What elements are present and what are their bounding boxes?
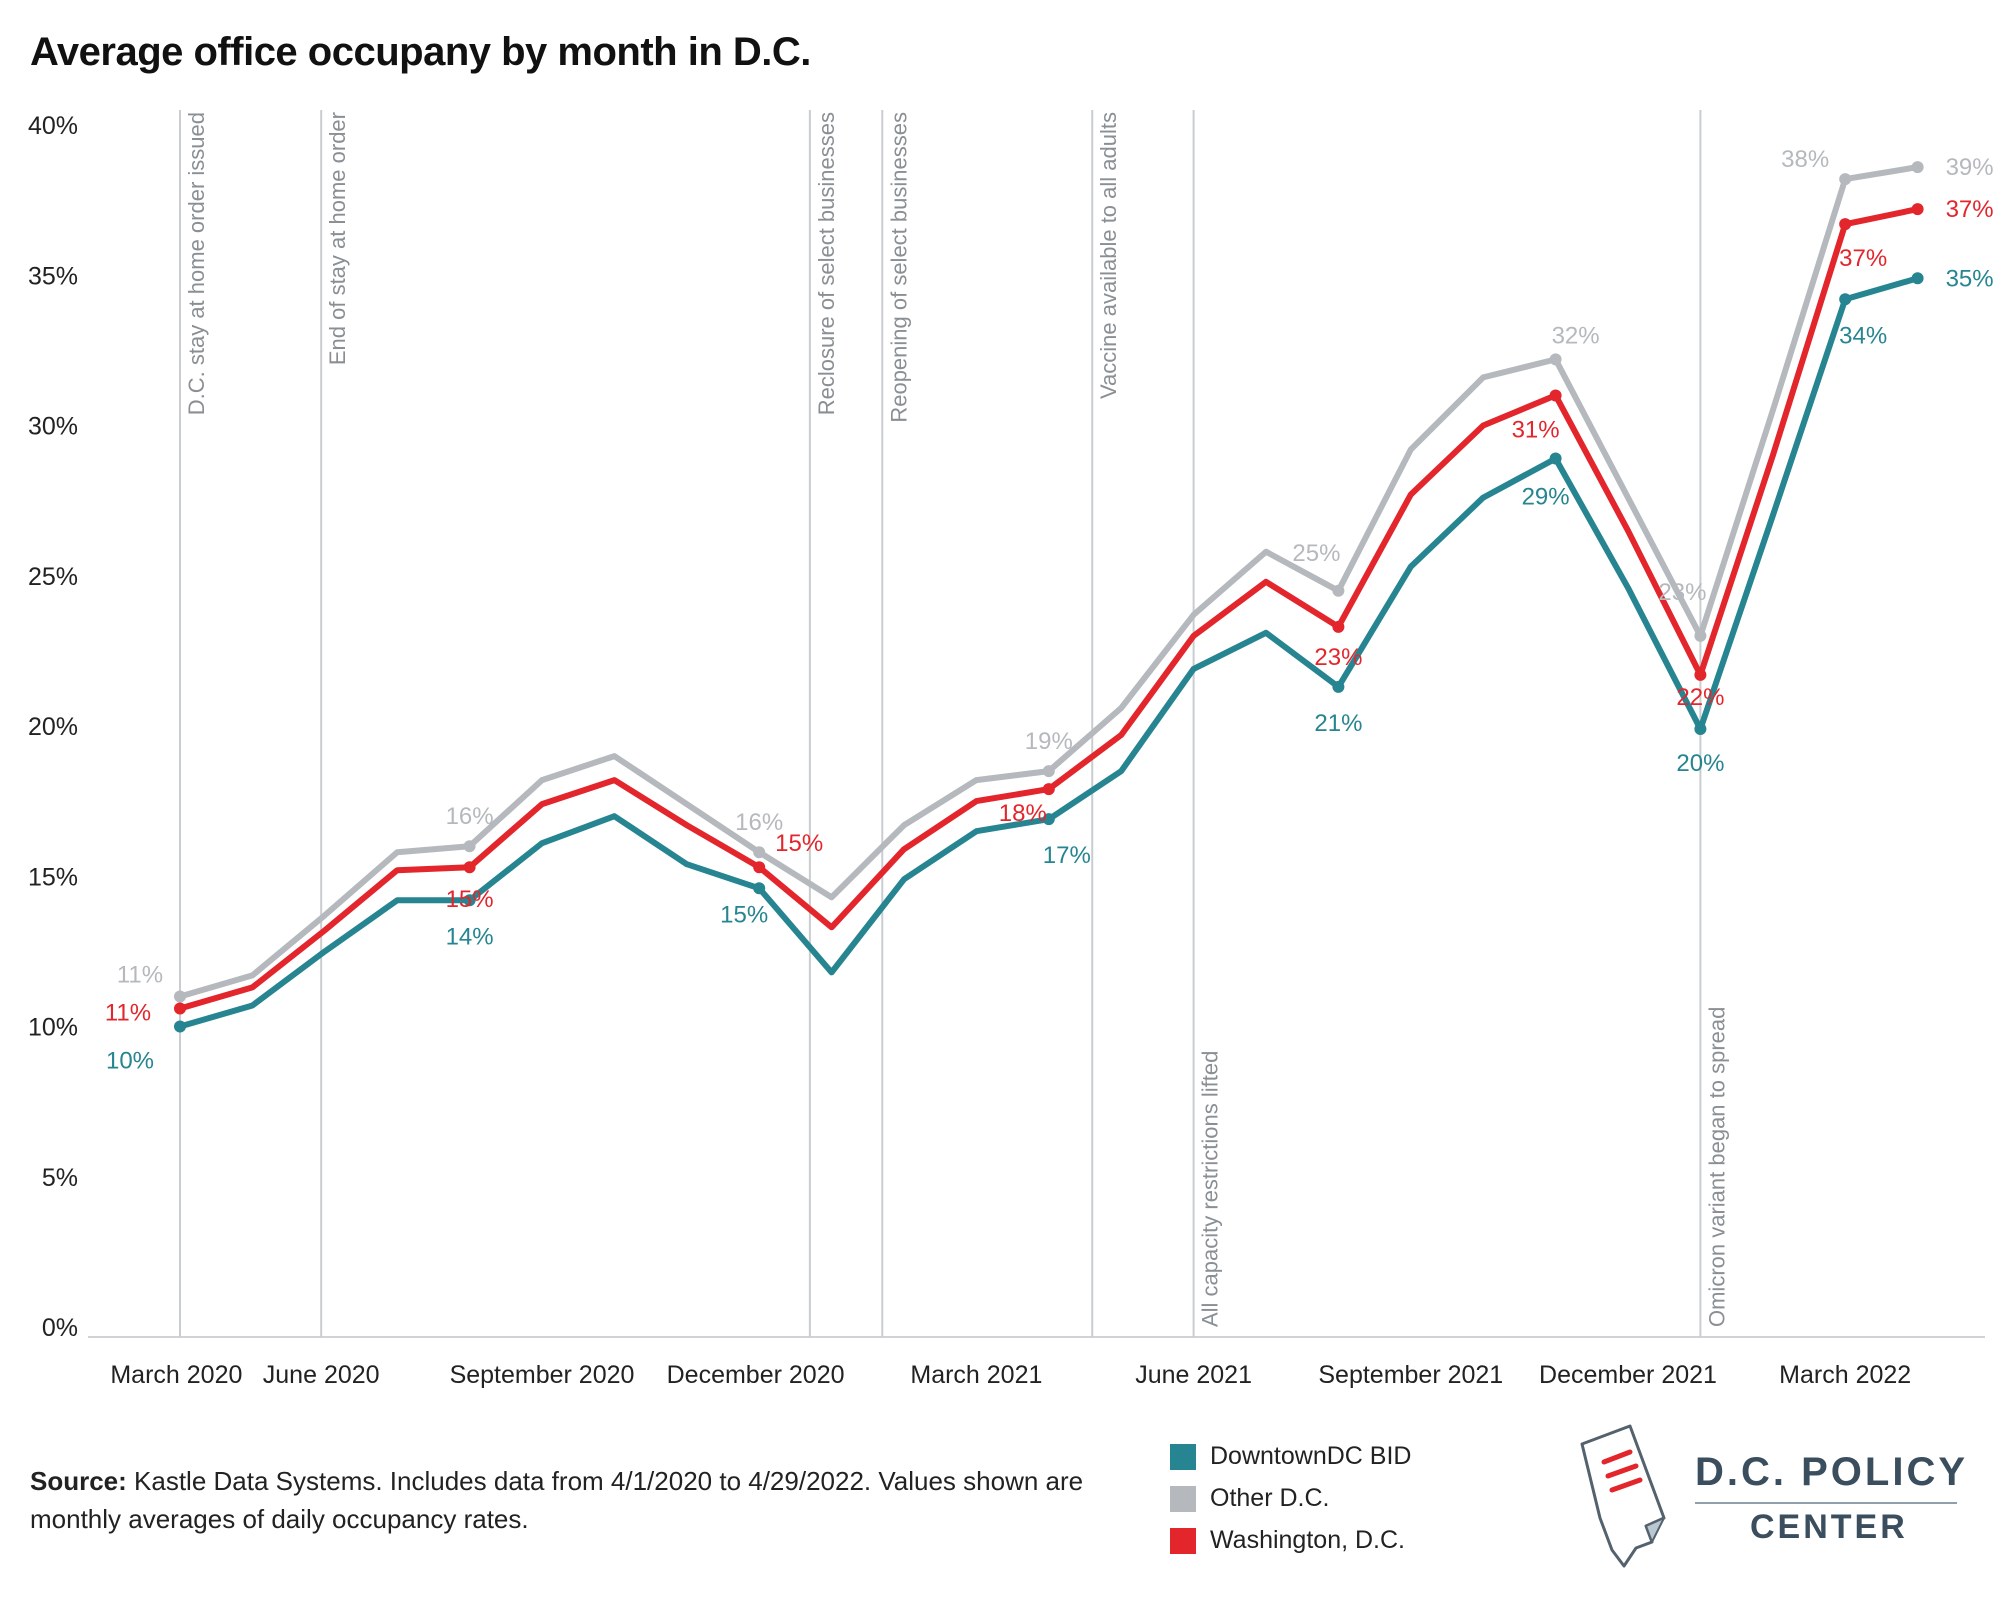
series-point	[174, 1002, 186, 1015]
series-point	[174, 990, 186, 1003]
source-note: Source: Kastle Data Systems. Includes da…	[30, 1462, 1100, 1538]
series-point	[1332, 680, 1345, 693]
event-label: Omicron variant began to spread	[1704, 1007, 1729, 1327]
data-label: 19%	[1025, 728, 1073, 755]
series-point	[1694, 668, 1707, 681]
data-label: 38%	[1781, 146, 1829, 173]
data-label: 15%	[720, 901, 768, 928]
series-point	[1839, 173, 1852, 186]
series-point	[463, 840, 476, 853]
line-chart: 0% 5% 10% 15% 20% 25% 30% 35% 40% March 2020 June …	[28, 110, 1994, 1389]
series-point	[1911, 272, 1924, 285]
series-point	[1839, 293, 1852, 306]
legend-swatch-downtowndc-bid	[1170, 1444, 1196, 1470]
y-tick-label: 30%	[28, 413, 78, 441]
series-point	[1911, 161, 1924, 174]
y-tick-label: 10%	[28, 1014, 78, 1042]
data-label: 18%	[999, 800, 1047, 827]
y-tick-label: 25%	[28, 563, 78, 591]
data-label: 16%	[446, 803, 494, 830]
legend-swatch-other-dc	[1170, 1486, 1196, 1512]
data-label: 32%	[1552, 322, 1600, 349]
legend-label: DowntownDC BID	[1210, 1442, 1412, 1470]
document-map-icon	[1580, 1424, 1666, 1568]
x-tick-label: March 2022	[1779, 1361, 1911, 1389]
data-label: 17%	[1043, 842, 1091, 869]
data-label: 22%	[1676, 684, 1724, 711]
series-point	[1332, 620, 1345, 633]
dc-policy-center-logo: D.C. POLICY CENTER	[1560, 1420, 1980, 1570]
logo-divider	[1695, 1502, 1957, 1504]
data-label: 23%	[1658, 579, 1706, 606]
y-tick-label: 0%	[42, 1314, 78, 1342]
series-point	[174, 1020, 186, 1033]
event-label: Reclosure of select businesses	[814, 112, 839, 415]
x-tick-label: September 2021	[1318, 1361, 1503, 1389]
data-label: 11%	[105, 999, 151, 1026]
x-tick-label: June 2020	[263, 1361, 380, 1389]
event-label: Reopening of select businesses	[886, 112, 911, 423]
series-point	[1042, 783, 1055, 796]
event-label: End of stay at home order	[325, 112, 350, 365]
data-label: 31%	[1512, 416, 1560, 443]
series-point	[753, 846, 766, 859]
data-label: 39%	[1946, 154, 1994, 181]
data-label: 11%	[117, 961, 163, 988]
source-label: Source:	[30, 1466, 127, 1496]
data-label: 14%	[446, 923, 494, 950]
x-tick-label: September 2020	[450, 1361, 635, 1389]
y-tick-label: 40%	[28, 112, 78, 140]
event-label: All capacity restrictions lifted	[1198, 1051, 1223, 1327]
series-point	[1911, 203, 1924, 216]
data-label: 29%	[1522, 484, 1570, 511]
data-label: 15%	[446, 886, 494, 913]
series-point	[1549, 389, 1562, 402]
series-point	[753, 882, 766, 895]
series-line	[177, 206, 1921, 1012]
data-label: 37%	[1839, 245, 1887, 272]
event-label: D.C. stay at home order issued	[184, 112, 209, 415]
logo-line2: CENTER	[1750, 1508, 1908, 1546]
source-text: Kastle Data Systems. Includes data from …	[30, 1466, 1084, 1534]
series-point	[1694, 723, 1707, 736]
series-point	[1694, 629, 1707, 642]
data-label: 10%	[106, 1048, 154, 1075]
legend-label: Washington, D.C.	[1210, 1526, 1405, 1554]
logo-line1: D.C. POLICY	[1695, 1450, 1969, 1494]
event-label: Vaccine available to all adults	[1096, 112, 1121, 399]
series-line	[177, 275, 1921, 1030]
data-label: 16%	[735, 809, 783, 836]
data-label: 37%	[1946, 196, 1994, 223]
x-tick-label: March 2021	[910, 1361, 1042, 1389]
data-label: 21%	[1314, 710, 1362, 737]
x-tick-label: June 2021	[1135, 1361, 1252, 1389]
data-label: 20%	[1676, 750, 1724, 777]
series-point	[1042, 765, 1055, 778]
data-label: 34%	[1839, 322, 1887, 349]
series-point	[463, 861, 476, 874]
series-point	[1549, 353, 1562, 366]
chart-title: Average office occupany by month in D.C.	[30, 30, 811, 74]
x-tick-label: December 2021	[1539, 1361, 1717, 1389]
y-tick-label: 35%	[28, 262, 78, 290]
series-point	[1042, 813, 1055, 826]
y-tick-label: 20%	[28, 713, 78, 741]
data-label: 23%	[1314, 644, 1362, 671]
data-label: 15%	[775, 830, 823, 857]
data-label: 35%	[1946, 265, 1994, 292]
series-point	[753, 861, 766, 874]
data-label: 25%	[1292, 540, 1340, 567]
series-point	[1332, 584, 1345, 597]
x-tick-label: March 2020	[110, 1361, 242, 1389]
legend-swatch-washington-dc	[1170, 1528, 1196, 1554]
series-point	[1549, 452, 1562, 465]
y-tick-label: 15%	[28, 863, 78, 891]
series-point	[1839, 218, 1852, 231]
legend-label: Other D.C.	[1210, 1484, 1330, 1512]
y-tick-label: 5%	[42, 1164, 78, 1192]
series-point	[463, 894, 476, 907]
x-tick-label: December 2020	[667, 1361, 845, 1389]
